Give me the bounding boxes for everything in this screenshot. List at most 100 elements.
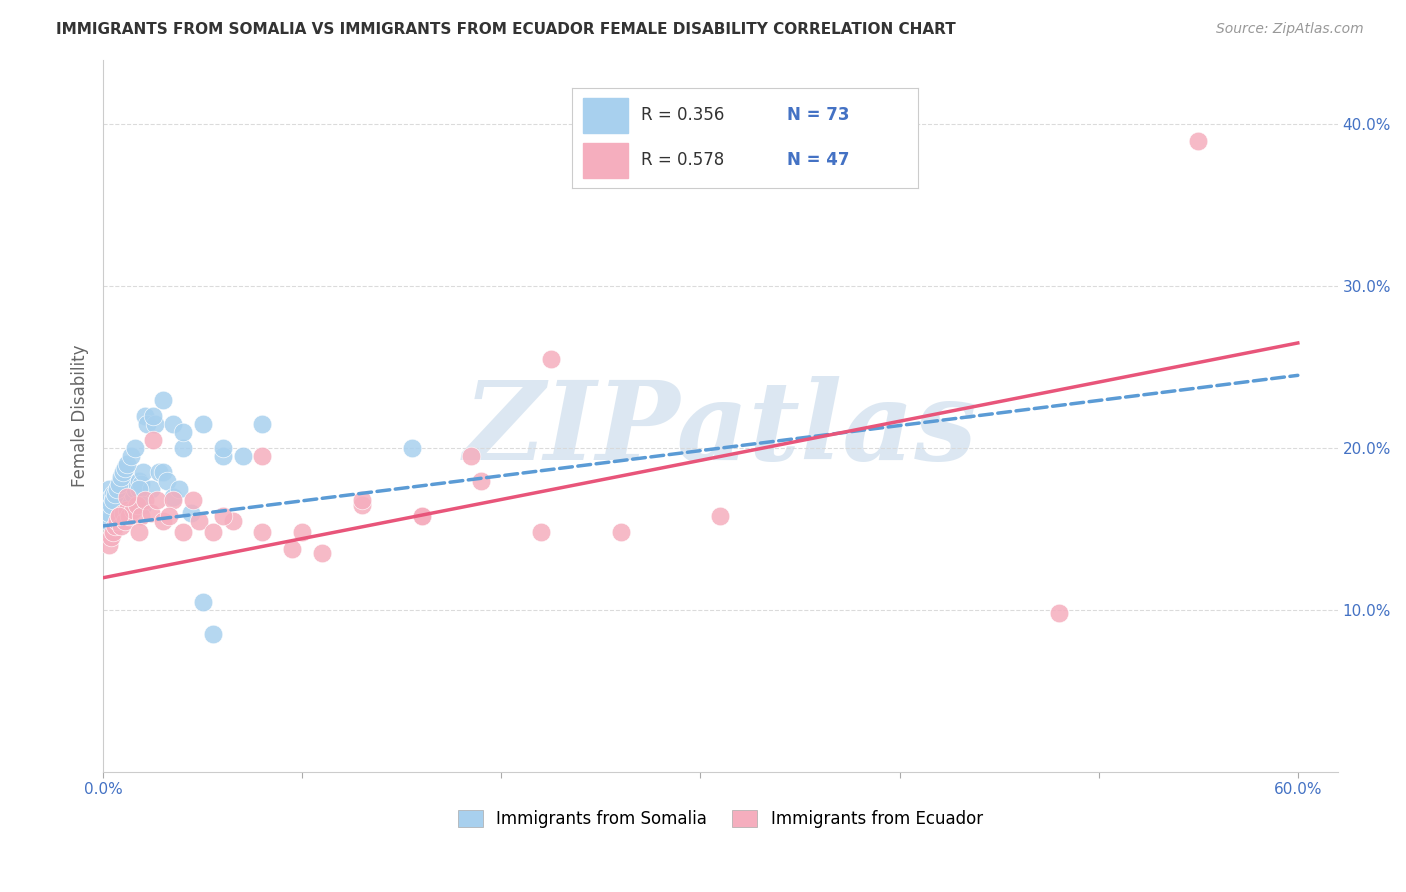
Point	[108, 498, 131, 512]
Point	[142, 409, 165, 423]
Point	[101, 493, 124, 508]
Point	[252, 450, 274, 464]
Point	[115, 476, 138, 491]
Point	[105, 493, 128, 508]
Point	[311, 546, 333, 560]
Point	[101, 486, 124, 500]
Point	[110, 493, 132, 508]
Point	[125, 498, 148, 512]
Point	[110, 486, 132, 500]
Point	[120, 482, 142, 496]
Point	[114, 490, 136, 504]
Point	[221, 514, 243, 528]
Point	[98, 498, 121, 512]
Point	[540, 352, 562, 367]
Point	[110, 470, 132, 484]
Point	[139, 482, 162, 496]
Point	[139, 506, 162, 520]
Point	[148, 466, 170, 480]
Point	[105, 514, 128, 528]
Point	[122, 486, 145, 500]
Point	[143, 417, 166, 431]
Point	[100, 490, 122, 504]
Point	[108, 476, 131, 491]
Point	[129, 509, 152, 524]
Point	[180, 506, 202, 520]
Point	[132, 498, 155, 512]
Text: IMMIGRANTS FROM SOMALIA VS IMMIGRANTS FROM ECUADOR FEMALE DISABILITY CORRELATION: IMMIGRANTS FROM SOMALIA VS IMMIGRANTS FR…	[56, 22, 956, 37]
Point	[122, 502, 145, 516]
Point	[201, 627, 224, 641]
Point	[152, 392, 174, 407]
Point	[101, 525, 124, 540]
Point	[112, 466, 135, 480]
Point	[156, 474, 179, 488]
Point	[142, 433, 165, 447]
Point	[104, 490, 127, 504]
Point	[112, 493, 135, 508]
Point	[132, 466, 155, 480]
Point	[98, 482, 121, 496]
Point	[128, 525, 150, 540]
Point	[96, 490, 118, 504]
Point	[108, 509, 131, 524]
Point	[112, 506, 135, 520]
Point	[124, 482, 146, 496]
Point	[118, 509, 141, 524]
Point	[162, 417, 184, 431]
Point	[118, 482, 141, 496]
Point	[162, 493, 184, 508]
Point	[610, 525, 633, 540]
Point	[100, 498, 122, 512]
Point	[104, 498, 127, 512]
Point	[120, 493, 142, 508]
Point	[115, 490, 138, 504]
Point	[112, 476, 135, 491]
Point	[211, 441, 233, 455]
Point	[125, 476, 148, 491]
Point	[115, 490, 138, 504]
Point	[281, 541, 304, 556]
Point	[115, 458, 138, 472]
Point	[122, 476, 145, 491]
Point	[110, 519, 132, 533]
Point	[108, 490, 131, 504]
Point	[98, 506, 121, 520]
Point	[104, 486, 127, 500]
Point	[350, 493, 373, 508]
Point	[114, 460, 136, 475]
Point	[128, 482, 150, 496]
Point	[350, 498, 373, 512]
Point	[124, 441, 146, 455]
Point	[252, 417, 274, 431]
Point	[172, 441, 194, 455]
Point	[1187, 134, 1209, 148]
Point	[105, 486, 128, 500]
Point	[291, 525, 314, 540]
Point	[118, 493, 141, 508]
Point	[108, 509, 131, 524]
Point	[530, 525, 553, 540]
Point	[134, 493, 156, 508]
Y-axis label: Female Disability: Female Disability	[72, 344, 89, 487]
Point	[709, 509, 731, 524]
Point	[101, 493, 124, 508]
Point	[98, 538, 121, 552]
Point	[129, 476, 152, 491]
Point	[1047, 607, 1070, 621]
Point	[105, 482, 128, 496]
Point	[152, 466, 174, 480]
Point	[128, 474, 150, 488]
Point	[114, 482, 136, 496]
Point	[120, 450, 142, 464]
Point	[157, 509, 180, 524]
Point	[172, 525, 194, 540]
Point	[96, 514, 118, 528]
Point	[104, 519, 127, 533]
Text: ZIPatlas: ZIPatlas	[464, 376, 977, 483]
Point	[401, 441, 423, 455]
Point	[112, 486, 135, 500]
Point	[146, 493, 169, 508]
Point	[108, 482, 131, 496]
Point	[114, 514, 136, 528]
